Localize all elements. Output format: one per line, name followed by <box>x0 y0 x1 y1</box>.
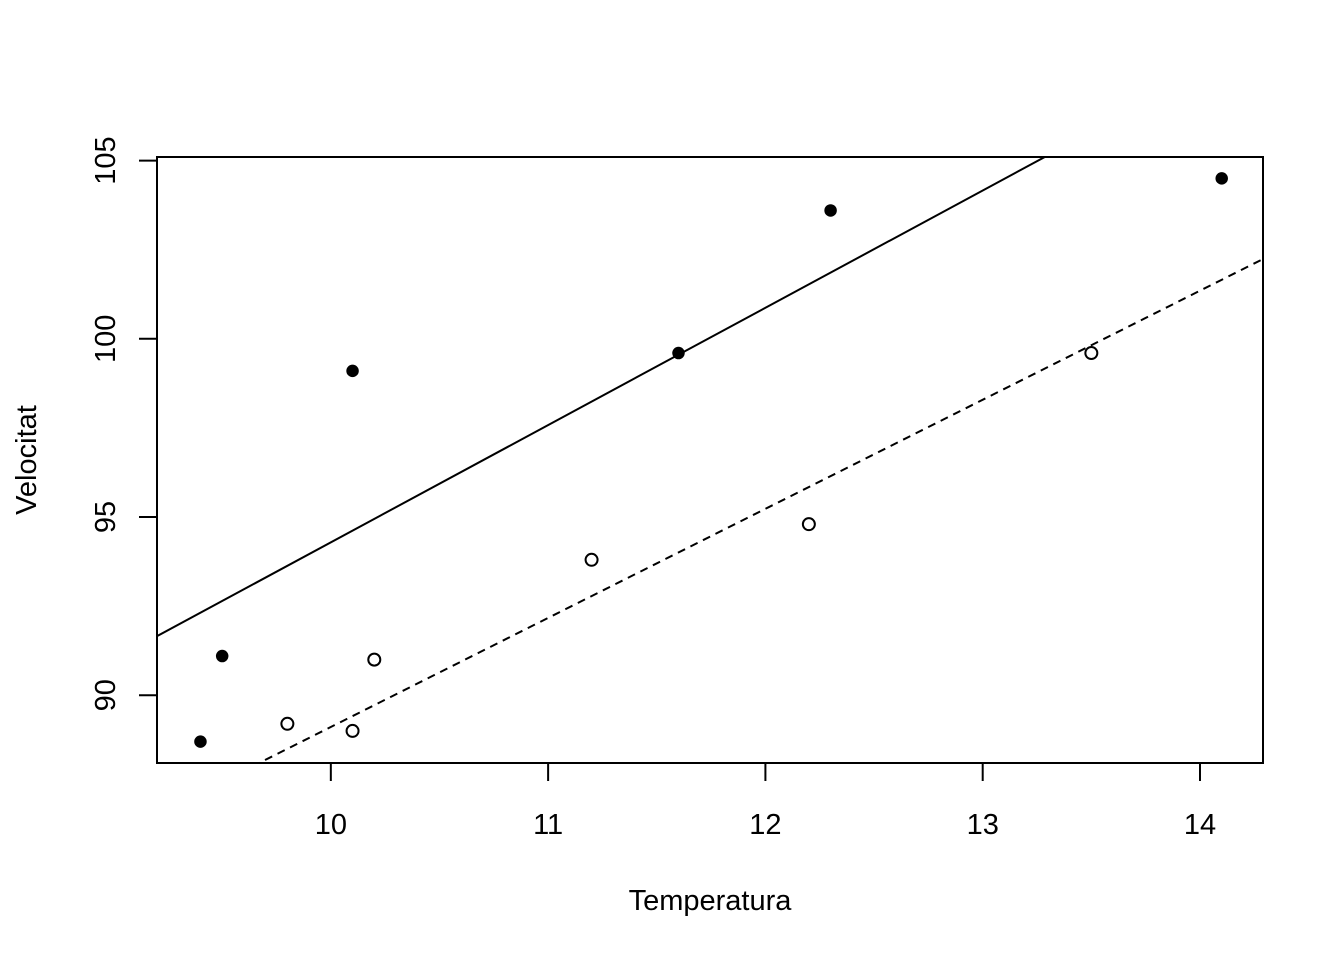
y-tick-label: 90 <box>90 679 122 711</box>
filled-data-point <box>1215 172 1228 185</box>
axes: 10 11 12 13 14 90 95 100 105 <box>90 136 1216 841</box>
solid-fit-line <box>157 157 1047 638</box>
x-axis-title: Temperatura <box>629 885 793 917</box>
fit-lines <box>157 157 1263 763</box>
y-tick-label: 95 <box>90 501 122 533</box>
open-data-point <box>345 723 360 738</box>
x-tick-label: 12 <box>749 809 781 841</box>
open-data-point <box>801 517 816 532</box>
x-tick-label: 13 <box>967 809 999 841</box>
filled-data-point <box>824 204 837 217</box>
open-data-point <box>367 652 382 667</box>
x-tick-label: 11 <box>533 809 563 841</box>
y-tick-label: 105 <box>90 136 122 184</box>
open-data-point <box>584 552 599 567</box>
filled-data-point <box>194 735 207 748</box>
dashed-fit-line <box>256 257 1263 763</box>
x-tick-label: 14 <box>1184 809 1216 841</box>
open-data-point <box>1084 346 1099 361</box>
y-tick-label: 100 <box>90 315 122 363</box>
x-tick-label: 10 <box>315 809 347 841</box>
open-data-point <box>280 716 295 731</box>
plot-frame <box>156 156 1264 764</box>
y-axis-title: Velocitat <box>11 405 43 515</box>
filled-data-point <box>215 649 229 663</box>
data-points <box>194 172 1228 748</box>
filled-data-point <box>672 346 685 360</box>
filled-data-point <box>346 364 359 378</box>
